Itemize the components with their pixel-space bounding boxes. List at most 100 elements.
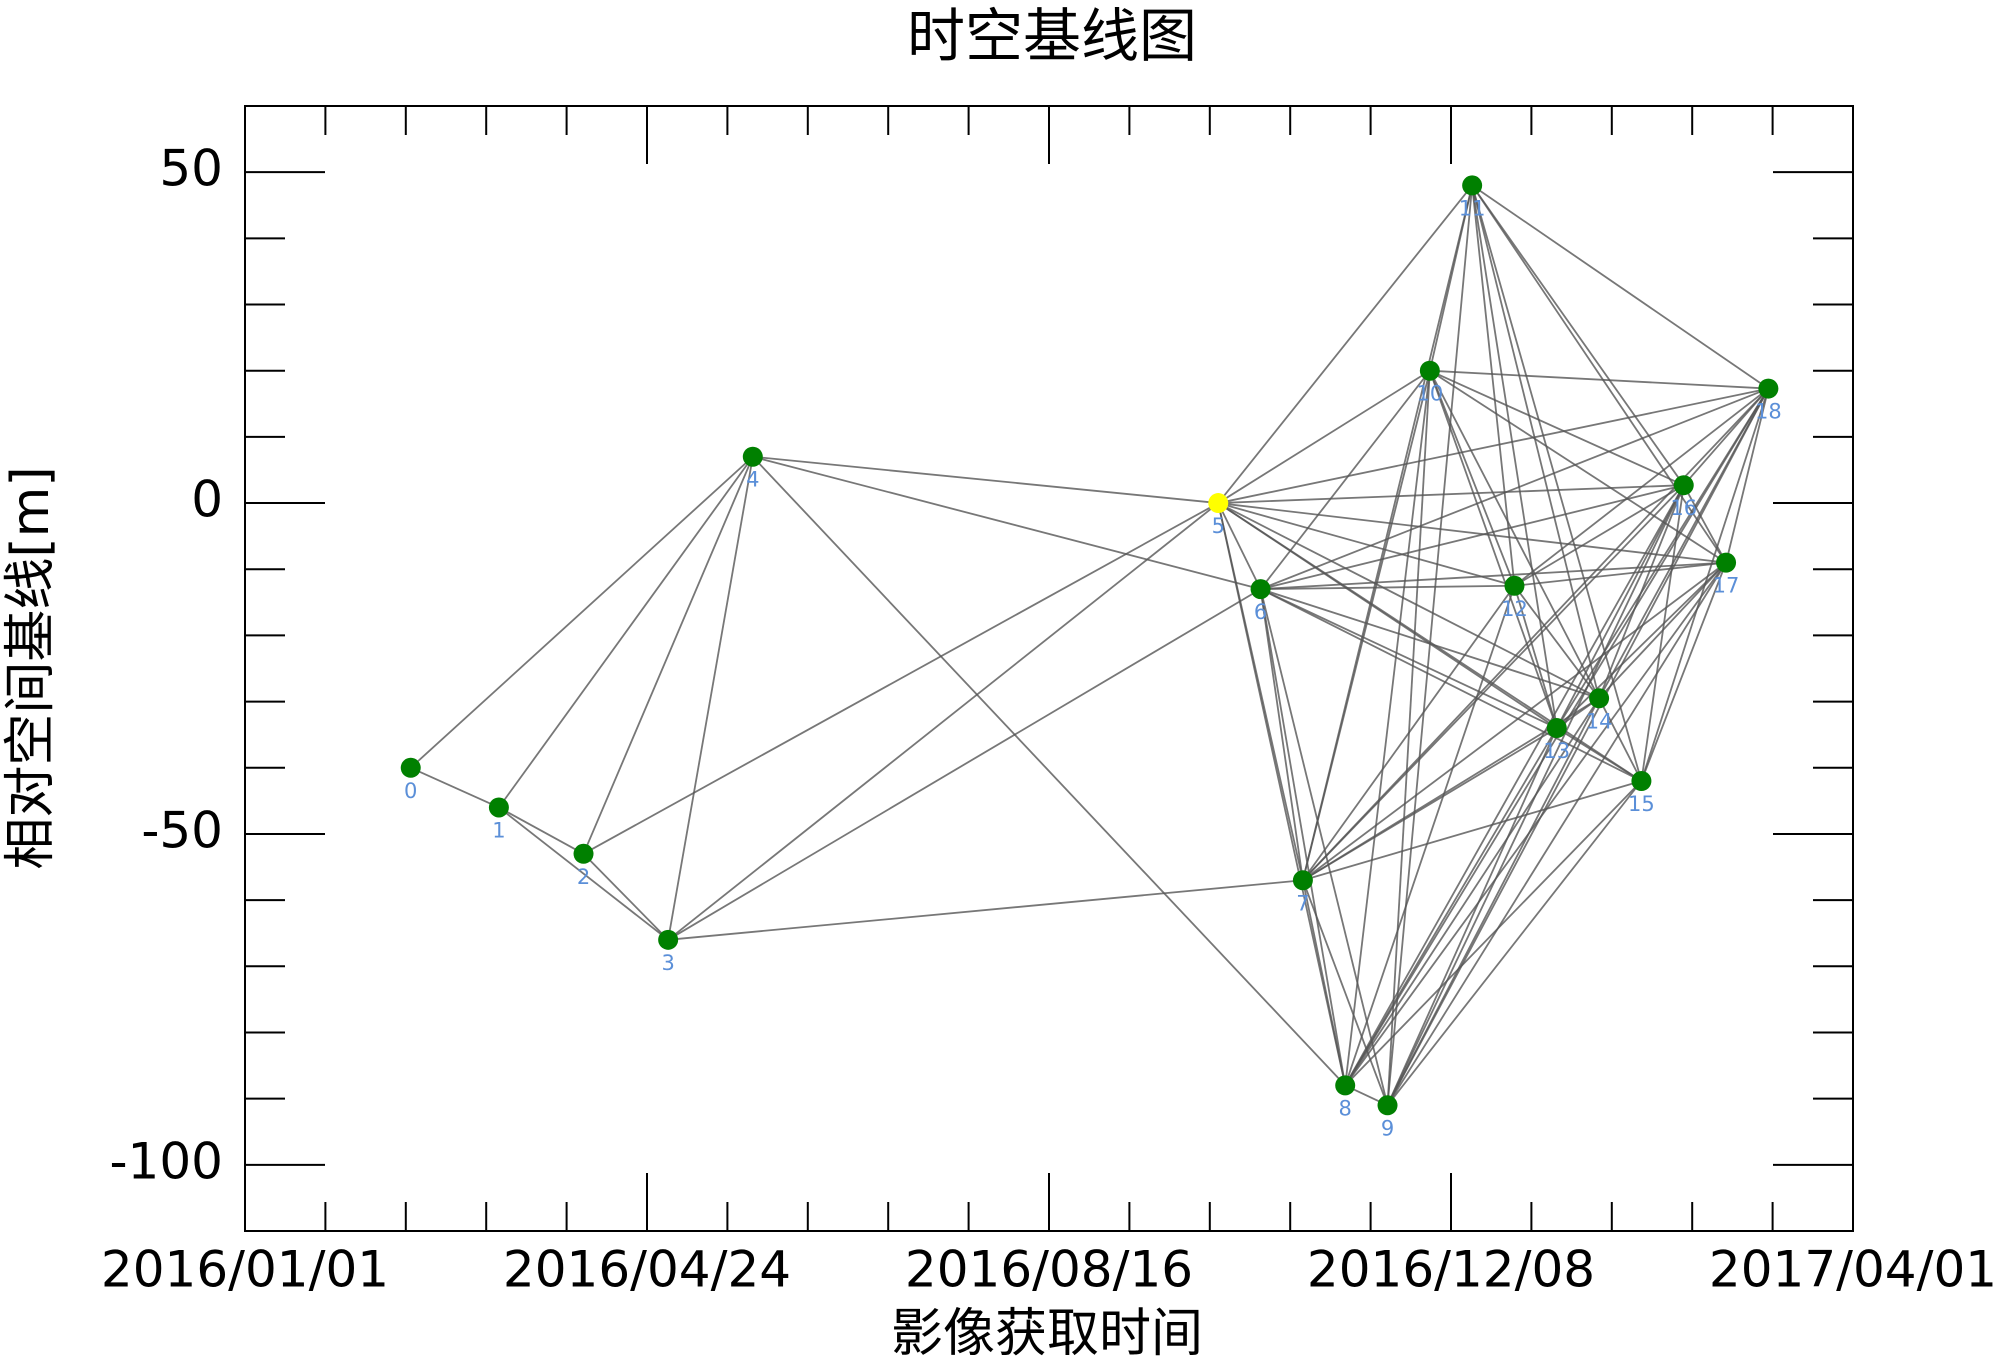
point-label: 16 [1670,496,1697,520]
edge [1556,727,1642,782]
point [658,929,679,950]
edge [1260,588,1642,782]
point [1716,552,1737,573]
point [1758,378,1779,399]
point-label: 7 [1296,891,1309,915]
edge [1725,388,1770,563]
edge [752,455,1261,590]
edge [1429,369,1769,390]
edge [668,879,1303,941]
edge [1556,388,1770,729]
edge [1218,387,1769,504]
point-label: 9 [1381,1116,1394,1140]
point-label: 12 [1501,597,1528,621]
edge [1513,387,1769,587]
edge [410,766,500,809]
point [1462,175,1483,196]
edge [1344,585,1516,1086]
edge [1555,484,1685,729]
edge [1513,585,1558,729]
edge [1386,780,1643,1106]
edge [582,456,754,855]
point [573,843,594,864]
point [1504,575,1525,596]
edge [1217,502,1262,590]
edge [1218,502,1727,564]
edge [1302,387,1770,881]
edge [667,588,1262,941]
edge [1428,185,1474,371]
point [1377,1095,1398,1116]
edge [1217,502,1347,1086]
y-tick-label: 50 [159,140,223,198]
edge [1259,588,1304,881]
edge [1514,561,1727,587]
edge [1386,484,1685,1106]
edge [1471,185,1516,586]
point-label: 13 [1543,739,1570,763]
point-label: 2 [577,865,590,889]
edge [1260,561,1727,590]
point-label: 17 [1713,574,1740,598]
edge [752,455,1219,504]
point-label: 1 [492,818,505,842]
edge [1302,780,1642,882]
y-tick-label: 0 [191,471,223,529]
point [1208,493,1229,514]
edge [1598,388,1770,699]
edge [667,502,1219,941]
edge [1640,388,1770,782]
edge [1344,370,1431,1086]
edge [1471,184,1769,390]
point [1419,360,1440,381]
edge [1429,370,1516,587]
point [488,797,509,818]
edge [1598,484,1685,699]
point-label: 8 [1339,1096,1352,1120]
edge [1514,484,1685,587]
edge [752,456,1346,1087]
edge [1598,697,1643,782]
x-tick-label: 2016/08/16 [905,1241,1193,1299]
edge [410,456,754,769]
edge [1259,588,1389,1106]
y-tick-label: -50 [141,801,223,859]
point-label: 3 [661,951,674,975]
edge [1386,388,1770,1106]
edge [1217,369,1431,504]
edge [498,806,669,941]
edge [582,853,669,941]
edge [1386,185,1474,1106]
edge [1302,880,1347,1086]
edge [1471,184,1727,564]
edge [498,806,584,855]
x-tick-label: 2016/04/24 [503,1241,791,1299]
edge [1428,370,1558,729]
edge [1344,697,1600,1086]
edge [1344,484,1685,1086]
point-label: 15 [1628,792,1655,816]
x-tick-label: 2016/01/01 [101,1241,389,1299]
point [742,446,763,467]
edge [1386,562,1727,1106]
edge [1259,370,1431,590]
point [1250,579,1271,600]
edge [1471,185,1600,699]
edge [1218,484,1684,504]
edge [1302,185,1474,881]
edge [1471,185,1643,782]
edge [1556,561,1727,729]
edge [1260,484,1684,590]
point [1673,475,1694,496]
edge [1302,879,1389,1106]
point-label: 4 [746,468,759,492]
y-tick-label: -100 [110,1132,223,1190]
point-label: 18 [1755,400,1782,424]
point [1631,771,1652,791]
edge [1640,485,1685,782]
edge [583,502,1219,855]
edge [1302,561,1727,881]
edge [1260,584,1515,590]
point-label: 6 [1254,600,1267,624]
